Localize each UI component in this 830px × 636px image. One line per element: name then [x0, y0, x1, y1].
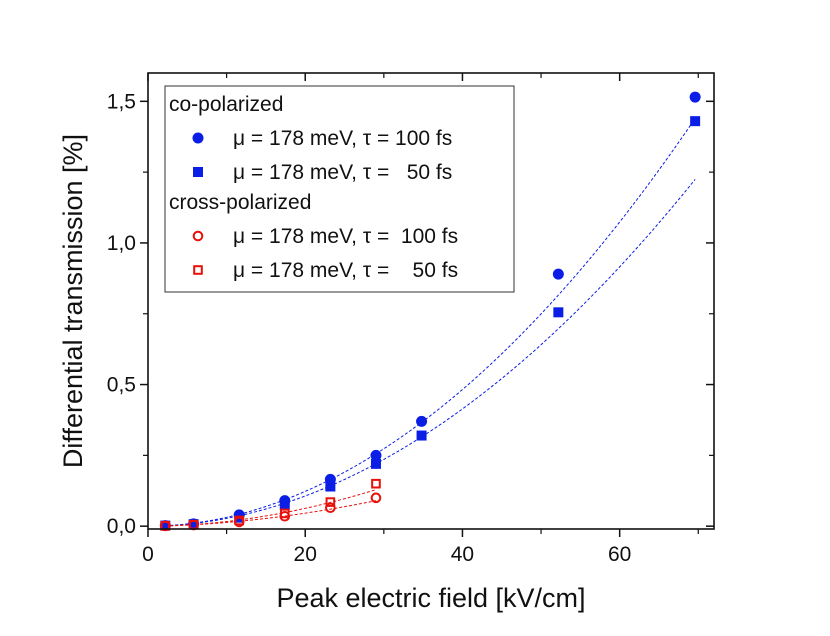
fit-line: [165, 118, 696, 527]
fit-line: [165, 489, 377, 527]
y-axis: 0,0 0,5 1,0 1,5: [107, 90, 714, 538]
data-point: [553, 307, 564, 318]
y-tick-label: 1,0: [107, 232, 136, 255]
legend-entry: μ = 178 meV, τ = 50 fs: [233, 259, 458, 282]
x-tick-label: 20: [294, 543, 317, 566]
data-point: [160, 520, 171, 531]
legend-entry: μ = 178 meV, τ = 100 fs: [233, 127, 452, 150]
y-tick-label: 0,5: [107, 374, 136, 397]
legend-marker: [193, 167, 203, 177]
y-axis-title: Differential transmission [%]: [58, 134, 88, 468]
data-point: [690, 116, 701, 127]
fit-lines: [165, 118, 696, 527]
data-point: [188, 519, 199, 530]
x-axis: 0 20 40 60: [142, 73, 699, 566]
x-axis-title: Peak electric field [kV/cm]: [276, 583, 585, 613]
data-points: [159, 91, 701, 532]
legend-group-title: co-polarized: [169, 93, 283, 116]
data-point: [416, 430, 427, 441]
legend-entry: μ = 178 meV, τ = 100 fs: [233, 225, 458, 248]
data-point: [370, 458, 381, 469]
legend-box: [164, 85, 515, 293]
legend: co-polarized μ = 178 meV, τ = 100 fs μ = 1…: [164, 85, 515, 293]
data-point: [325, 481, 336, 492]
plot-frame: [147, 72, 715, 530]
legend-group-title: cross-polarized: [169, 191, 311, 214]
data-point: [371, 478, 381, 489]
data-point: [279, 508, 290, 519]
y-tick-label: 0,0: [107, 515, 136, 538]
data-point: [325, 497, 336, 507]
data-point: [325, 502, 336, 514]
x-tick-label: 40: [451, 543, 474, 566]
y-tick-label: 1,5: [107, 90, 136, 113]
legend-marker: [193, 265, 203, 275]
data-point: [370, 449, 382, 461]
data-point: [416, 415, 428, 427]
x-tick-label: 60: [608, 543, 631, 566]
data-point: [370, 492, 382, 504]
data-point: [279, 499, 290, 510]
data-point: [689, 91, 701, 103]
data-point: [552, 268, 564, 280]
fit-line: [165, 179, 696, 527]
data-point: [234, 515, 244, 526]
x-tick-label: 0: [142, 543, 154, 566]
legend-entry: μ = 178 meV, τ = 50 fs: [233, 161, 452, 184]
legend-marker: [192, 132, 204, 144]
legend-marker: [192, 230, 204, 242]
